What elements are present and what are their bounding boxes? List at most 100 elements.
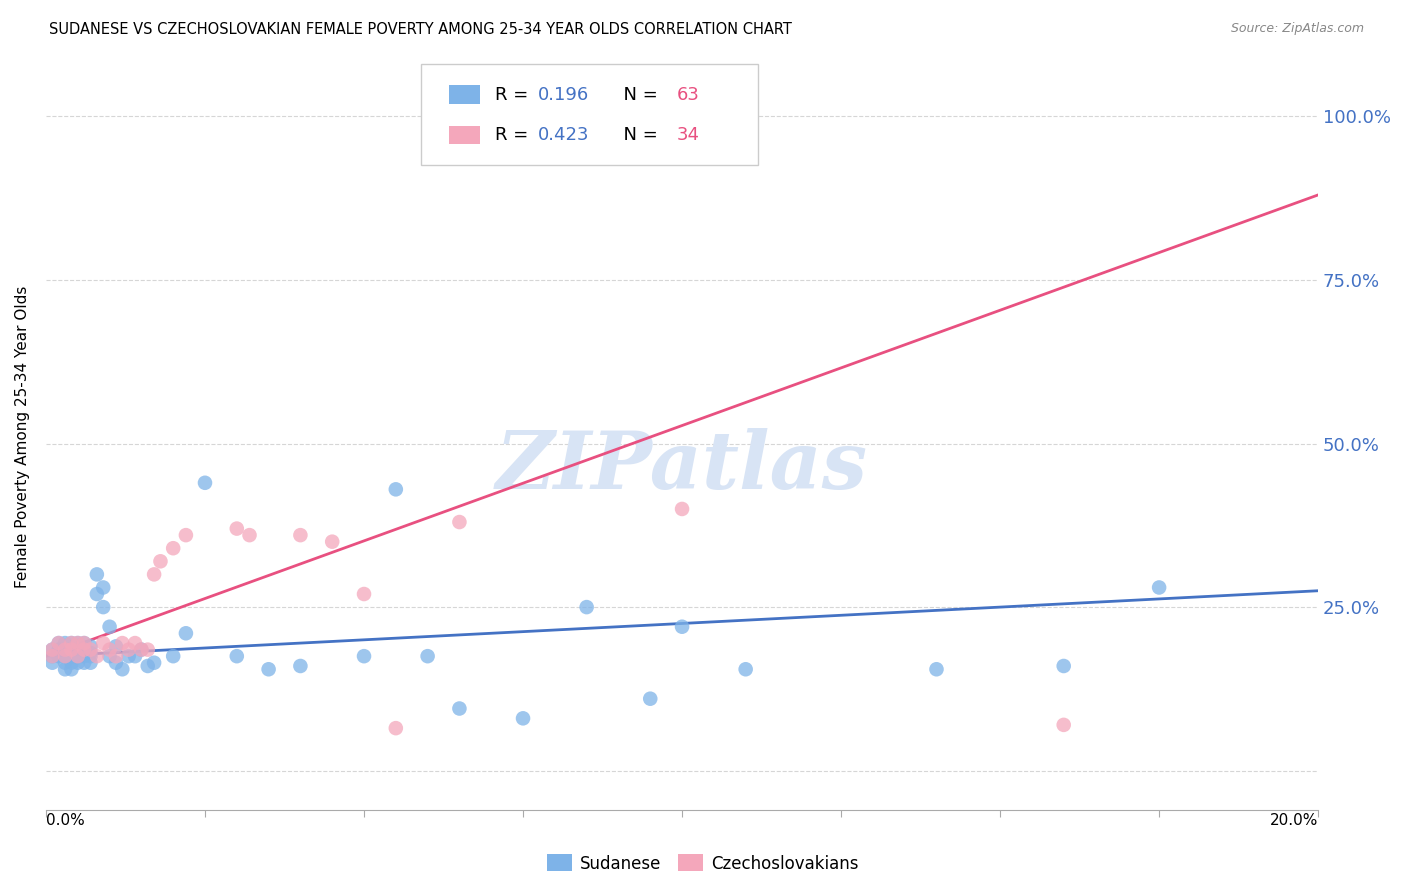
Point [131,642,153,657]
Point [149,554,172,568]
Point [60,636,83,650]
Text: N =: N = [612,86,664,103]
Point [1053,659,1076,673]
Point [111,662,134,676]
Point [98,642,121,657]
Point [734,662,756,676]
Point [48,649,70,664]
Point [162,649,184,664]
Point [1053,718,1076,732]
Text: 0.423: 0.423 [538,126,589,144]
Point [174,528,197,542]
Point [91,600,114,615]
Text: SUDANESE VS CZECHOSLOVAKIAN FEMALE POVERTY AMONG 25-34 YEAR OLDS CORRELATION CHA: SUDANESE VS CZECHOSLOVAKIAN FEMALE POVER… [49,22,792,37]
Point [41,642,63,657]
Point [48,642,70,657]
Point [671,620,693,634]
Text: 63: 63 [676,86,700,103]
Point [73,649,96,664]
Point [66,649,89,664]
Point [60,642,83,657]
Point [111,636,134,650]
Legend: Sudanese, Czechoslovakians: Sudanese, Czechoslovakians [540,847,866,880]
Text: 20.0%: 20.0% [1270,814,1319,828]
Point [66,649,89,664]
Point [124,649,146,664]
Point [41,656,63,670]
Point [66,656,89,670]
Point [104,649,127,664]
Point [53,649,76,664]
Point [638,691,661,706]
FancyBboxPatch shape [422,64,758,165]
Point [73,636,96,650]
Text: 0.0%: 0.0% [46,814,84,828]
Point [73,642,96,657]
Point [225,522,247,536]
Point [118,649,141,664]
Point [66,636,89,650]
Point [353,649,375,664]
Point [143,656,166,670]
Point [41,649,63,664]
Point [79,642,101,657]
Point [79,649,101,664]
Point [136,659,159,673]
Bar [450,86,479,104]
Point [60,642,83,657]
Point [290,659,312,673]
Point [73,642,96,657]
Point [104,640,127,654]
Point [66,649,89,664]
Point [136,642,159,657]
Point [48,646,70,660]
Point [449,515,471,529]
Point [174,626,197,640]
Point [79,646,101,660]
Point [104,656,127,670]
Point [73,636,96,650]
Point [162,541,184,556]
Point [86,587,108,601]
Point [53,649,76,664]
Point [41,642,63,657]
Point [91,581,114,595]
Point [53,656,76,670]
Point [60,649,83,664]
Text: 34: 34 [676,126,700,144]
Point [321,534,343,549]
Point [79,656,101,670]
Point [53,636,76,650]
Point [238,528,260,542]
Point [671,502,693,516]
Point [60,636,83,650]
Point [91,636,114,650]
Point [925,662,948,676]
Point [73,656,96,670]
Text: Source: ZipAtlas.com: Source: ZipAtlas.com [1230,22,1364,36]
Point [98,620,121,634]
Text: ZIPatlas: ZIPatlas [496,428,868,506]
Point [60,656,83,670]
Point [353,587,375,601]
Point [131,642,153,657]
Point [66,636,89,650]
Point [575,600,598,615]
Point [118,642,141,657]
Point [53,662,76,676]
Bar [450,126,479,145]
Point [225,649,247,664]
Text: N =: N = [612,126,664,144]
Point [60,662,83,676]
Text: R =: R = [495,126,534,144]
Point [86,649,108,664]
Y-axis label: Female Poverty Among 25-34 Year Olds: Female Poverty Among 25-34 Year Olds [15,285,30,588]
Point [449,701,471,715]
Point [194,475,217,490]
Point [41,649,63,664]
Point [98,649,121,664]
Point [48,636,70,650]
Point [1147,581,1170,595]
Point [66,642,89,657]
Point [60,649,83,664]
